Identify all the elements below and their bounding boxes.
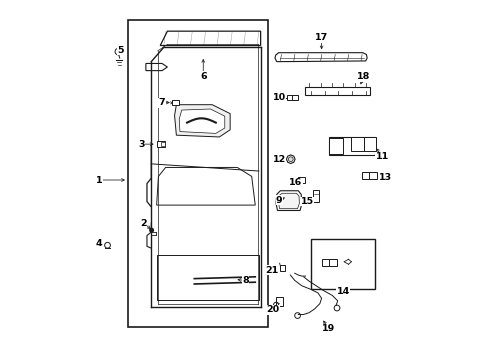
Text: 12: 12 [272,155,285,164]
Bar [305,87,369,95]
Bar [363,137,376,151]
Bar [279,265,285,271]
Polygon shape [287,157,293,162]
Bar [276,297,283,306]
Polygon shape [276,191,301,211]
Text: 18: 18 [357,72,370,81]
Bar [313,190,319,202]
Polygon shape [156,167,255,205]
Text: 13: 13 [378,173,391,182]
Text: 4: 4 [96,239,102,248]
Bar [329,258,337,266]
Text: 11: 11 [375,152,388,161]
Circle shape [149,228,153,232]
Text: 9: 9 [275,196,282,205]
Polygon shape [145,63,167,71]
Text: 5: 5 [117,46,124,55]
Bar [291,95,297,100]
Bar [298,177,305,183]
Bar [310,239,375,289]
Bar [321,258,329,266]
Text: 14: 14 [336,287,349,296]
Polygon shape [174,105,230,137]
Polygon shape [274,53,366,62]
Text: 20: 20 [266,305,279,314]
Bar [350,137,363,151]
Polygon shape [278,193,299,209]
Text: 10: 10 [272,93,285,102]
Text: 19: 19 [322,324,335,333]
Polygon shape [156,255,258,300]
Bar [172,100,179,105]
Polygon shape [286,155,294,163]
Bar [328,138,343,154]
Polygon shape [160,31,260,45]
Text: 3: 3 [138,140,144,149]
Text: 1: 1 [96,176,102,185]
Bar [368,172,376,179]
Bar [161,142,164,146]
Text: 17: 17 [314,33,327,42]
Bar [156,141,164,147]
Bar [361,172,369,179]
Text: 8: 8 [242,276,248,285]
Text: 7: 7 [159,98,165,107]
Text: 16: 16 [288,178,302,187]
Text: 15: 15 [300,197,313,206]
Bar [328,137,375,155]
Text: 2: 2 [140,219,146,228]
Bar [128,21,267,327]
Text: 21: 21 [265,266,278,275]
Text: 6: 6 [200,72,206,81]
Polygon shape [179,109,224,134]
Bar [286,95,292,100]
